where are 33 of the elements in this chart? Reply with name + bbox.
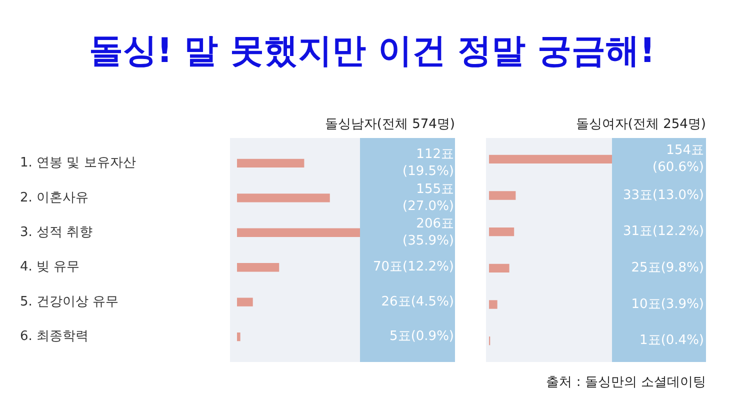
bar [489,300,498,309]
data-label: 112표 (19.5%) [402,147,454,180]
data-label: 5표(0.9%) [390,329,454,344]
bar [489,191,516,200]
y-tick-label: 6. 최종학력 [20,329,89,344]
data-label: 25표(9.8%) [631,260,704,276]
bar [237,263,280,272]
data-label: 206표 (35.9%) [402,216,454,249]
y-tick-label: 2. 이혼사유 [20,190,89,206]
data-label: 155표 (27.0%) [402,182,454,214]
bar [489,154,612,164]
y-tick-label: 5. 건강이상 유무 [20,294,119,310]
bar [237,158,304,168]
bar [237,332,240,342]
bar [237,228,360,237]
data-label: 26표(4.5%) [381,294,454,310]
data-label: 33표(13.0%) [623,188,704,203]
text: 돌싱여자(전체 254명) [576,116,706,133]
data-label: 1표(0.4%) [640,333,704,348]
data-label: 154표 (60.6%) [652,143,704,176]
bar [237,194,330,202]
y-tick-label: 4. 빚 유무 [20,260,80,275]
text: 돌싱남자(전체 574명) [324,116,455,133]
bar [489,264,510,272]
source-note: 출처 : 돌싱만의 소셜데이팅 [546,374,706,391]
bar [489,228,514,236]
bar [237,298,253,306]
data-label: 70표(12.2%) [373,260,454,275]
data-label: 10표(3.9%) [631,296,704,312]
y-tick-label: 1. 연봉 및 보유자산 [20,156,136,171]
chart-title: 돌싱! 말 못했지만 이건 정말 궁금해! [88,30,656,73]
y-tick-label: 3. 성적 취향 [20,225,93,240]
data-label: 31표(12.2%) [623,224,704,240]
